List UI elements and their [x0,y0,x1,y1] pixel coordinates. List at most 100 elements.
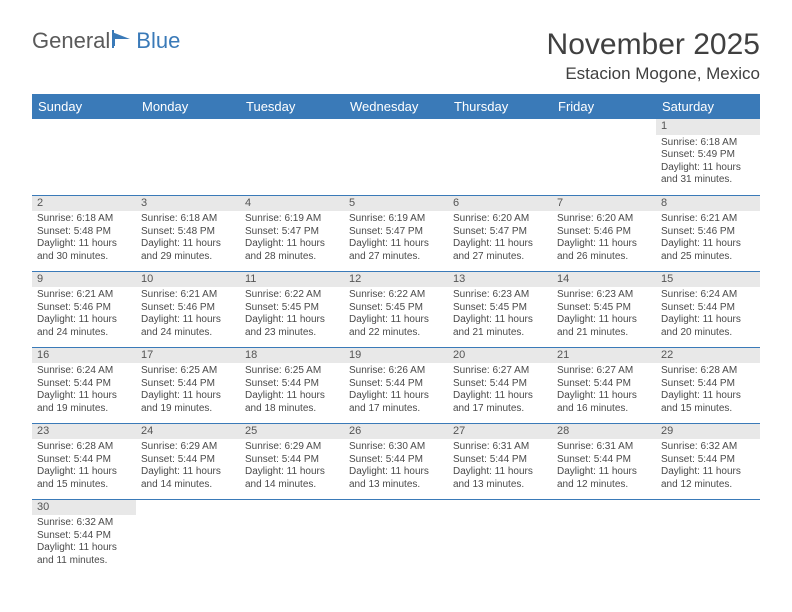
calendar-day-cell [240,119,344,195]
day-number: 14 [552,272,656,288]
day-number: 3 [136,196,240,212]
logo-text-1: General [32,28,110,54]
day-details: Sunrise: 6:18 AMSunset: 5:48 PMDaylight:… [32,211,136,267]
daylight-text: Daylight: 11 hours [141,314,235,327]
day-details: Sunrise: 6:29 AMSunset: 5:44 PMDaylight:… [240,439,344,495]
calendar-day-cell [240,499,344,575]
sunset-text: Sunset: 5:44 PM [245,378,339,391]
sunset-text: Sunset: 5:44 PM [557,454,651,467]
day-details: Sunrise: 6:20 AMSunset: 5:46 PMDaylight:… [552,211,656,267]
day-details: Sunrise: 6:18 AMSunset: 5:49 PMDaylight:… [656,135,760,191]
daylight-text: and 14 minutes. [245,479,339,492]
calendar-day-cell: 18Sunrise: 6:25 AMSunset: 5:44 PMDayligh… [240,347,344,423]
daylight-text: and 31 minutes. [661,174,755,187]
weekday-header: Saturday [656,94,760,119]
daylight-text: and 21 minutes. [557,327,651,340]
calendar-day-cell: 20Sunrise: 6:27 AMSunset: 5:44 PMDayligh… [448,347,552,423]
daylight-text: Daylight: 11 hours [349,238,443,251]
daylight-text: Daylight: 11 hours [349,314,443,327]
daylight-text: and 16 minutes. [557,403,651,416]
sunset-text: Sunset: 5:44 PM [37,378,131,391]
location-label: Estacion Mogone, Mexico [547,64,760,84]
daylight-text: Daylight: 11 hours [141,238,235,251]
daylight-text: and 15 minutes. [661,403,755,416]
day-details: Sunrise: 6:25 AMSunset: 5:44 PMDaylight:… [240,363,344,419]
sunset-text: Sunset: 5:45 PM [557,302,651,315]
daylight-text: Daylight: 11 hours [245,238,339,251]
calendar-day-cell [552,499,656,575]
sunset-text: Sunset: 5:44 PM [349,378,443,391]
logo-text-2: Blue [136,28,180,54]
daylight-text: and 24 minutes. [37,327,131,340]
calendar-body: 1Sunrise: 6:18 AMSunset: 5:49 PMDaylight… [32,119,760,575]
calendar-day-cell: 1Sunrise: 6:18 AMSunset: 5:49 PMDaylight… [656,119,760,195]
daylight-text: Daylight: 11 hours [557,466,651,479]
day-details: Sunrise: 6:27 AMSunset: 5:44 PMDaylight:… [552,363,656,419]
day-details: Sunrise: 6:31 AMSunset: 5:44 PMDaylight:… [448,439,552,495]
calendar-day-cell: 4Sunrise: 6:19 AMSunset: 5:47 PMDaylight… [240,195,344,271]
day-number: 25 [240,424,344,440]
day-details: Sunrise: 6:30 AMSunset: 5:44 PMDaylight:… [344,439,448,495]
sunrise-text: Sunrise: 6:22 AM [349,289,443,302]
sunrise-text: Sunrise: 6:18 AM [661,137,755,150]
day-number: 10 [136,272,240,288]
daylight-text: Daylight: 11 hours [453,238,547,251]
calendar-day-cell: 30Sunrise: 6:32 AMSunset: 5:44 PMDayligh… [32,499,136,575]
day-number: 19 [344,348,448,364]
day-details: Sunrise: 6:25 AMSunset: 5:44 PMDaylight:… [136,363,240,419]
sunset-text: Sunset: 5:46 PM [557,226,651,239]
calendar-day-cell: 21Sunrise: 6:27 AMSunset: 5:44 PMDayligh… [552,347,656,423]
sunset-text: Sunset: 5:44 PM [661,454,755,467]
daylight-text: Daylight: 11 hours [245,466,339,479]
day-number: 26 [344,424,448,440]
daylight-text: Daylight: 11 hours [141,466,235,479]
sunrise-text: Sunrise: 6:22 AM [245,289,339,302]
weekday-header: Sunday [32,94,136,119]
day-details: Sunrise: 6:28 AMSunset: 5:44 PMDaylight:… [656,363,760,419]
calendar-week-row: 30Sunrise: 6:32 AMSunset: 5:44 PMDayligh… [32,499,760,575]
daylight-text: and 13 minutes. [453,479,547,492]
day-details: Sunrise: 6:26 AMSunset: 5:44 PMDaylight:… [344,363,448,419]
daylight-text: Daylight: 11 hours [453,466,547,479]
calendar-day-cell: 25Sunrise: 6:29 AMSunset: 5:44 PMDayligh… [240,423,344,499]
calendar-day-cell: 10Sunrise: 6:21 AMSunset: 5:46 PMDayligh… [136,271,240,347]
day-details: Sunrise: 6:22 AMSunset: 5:45 PMDaylight:… [240,287,344,343]
flag-icon [112,28,134,54]
daylight-text: Daylight: 11 hours [37,314,131,327]
calendar-day-cell: 11Sunrise: 6:22 AMSunset: 5:45 PMDayligh… [240,271,344,347]
sunset-text: Sunset: 5:48 PM [141,226,235,239]
sunrise-text: Sunrise: 6:24 AM [37,365,131,378]
sunset-text: Sunset: 5:46 PM [141,302,235,315]
sunset-text: Sunset: 5:44 PM [661,302,755,315]
daylight-text: Daylight: 11 hours [245,314,339,327]
day-number: 16 [32,348,136,364]
daylight-text: Daylight: 11 hours [661,390,755,403]
day-details: Sunrise: 6:21 AMSunset: 5:46 PMDaylight:… [656,211,760,267]
daylight-text: and 24 minutes. [141,327,235,340]
calendar-table: Sunday Monday Tuesday Wednesday Thursday… [32,94,760,575]
sunset-text: Sunset: 5:44 PM [349,454,443,467]
calendar-day-cell: 16Sunrise: 6:24 AMSunset: 5:44 PMDayligh… [32,347,136,423]
day-details: Sunrise: 6:24 AMSunset: 5:44 PMDaylight:… [32,363,136,419]
calendar-day-cell: 23Sunrise: 6:28 AMSunset: 5:44 PMDayligh… [32,423,136,499]
sunrise-text: Sunrise: 6:21 AM [37,289,131,302]
day-number: 18 [240,348,344,364]
calendar-week-row: 23Sunrise: 6:28 AMSunset: 5:44 PMDayligh… [32,423,760,499]
day-details: Sunrise: 6:21 AMSunset: 5:46 PMDaylight:… [32,287,136,343]
day-number: 6 [448,196,552,212]
sunset-text: Sunset: 5:44 PM [141,378,235,391]
day-details: Sunrise: 6:21 AMSunset: 5:46 PMDaylight:… [136,287,240,343]
day-details: Sunrise: 6:23 AMSunset: 5:45 PMDaylight:… [448,287,552,343]
daylight-text: and 29 minutes. [141,251,235,264]
sunrise-text: Sunrise: 6:19 AM [349,213,443,226]
calendar-day-cell: 5Sunrise: 6:19 AMSunset: 5:47 PMDaylight… [344,195,448,271]
daylight-text: and 27 minutes. [349,251,443,264]
daylight-text: and 28 minutes. [245,251,339,264]
sunrise-text: Sunrise: 6:20 AM [453,213,547,226]
calendar-day-cell: 9Sunrise: 6:21 AMSunset: 5:46 PMDaylight… [32,271,136,347]
sunset-text: Sunset: 5:44 PM [141,454,235,467]
sunset-text: Sunset: 5:47 PM [245,226,339,239]
sunrise-text: Sunrise: 6:31 AM [453,441,547,454]
daylight-text: Daylight: 11 hours [245,390,339,403]
calendar-day-cell: 8Sunrise: 6:21 AMSunset: 5:46 PMDaylight… [656,195,760,271]
